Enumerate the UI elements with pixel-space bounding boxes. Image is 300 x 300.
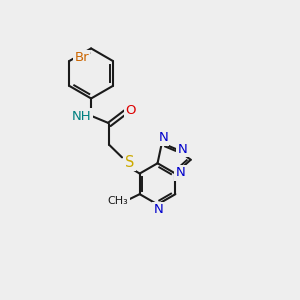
- Text: N: N: [153, 203, 163, 216]
- Text: S: S: [125, 154, 134, 169]
- Text: CH₃: CH₃: [108, 196, 129, 206]
- Text: NH: NH: [72, 110, 92, 123]
- Text: O: O: [125, 104, 136, 117]
- Text: N: N: [178, 143, 188, 156]
- Text: N: N: [176, 167, 185, 179]
- Text: Br: Br: [74, 52, 89, 64]
- Text: N: N: [158, 131, 168, 144]
